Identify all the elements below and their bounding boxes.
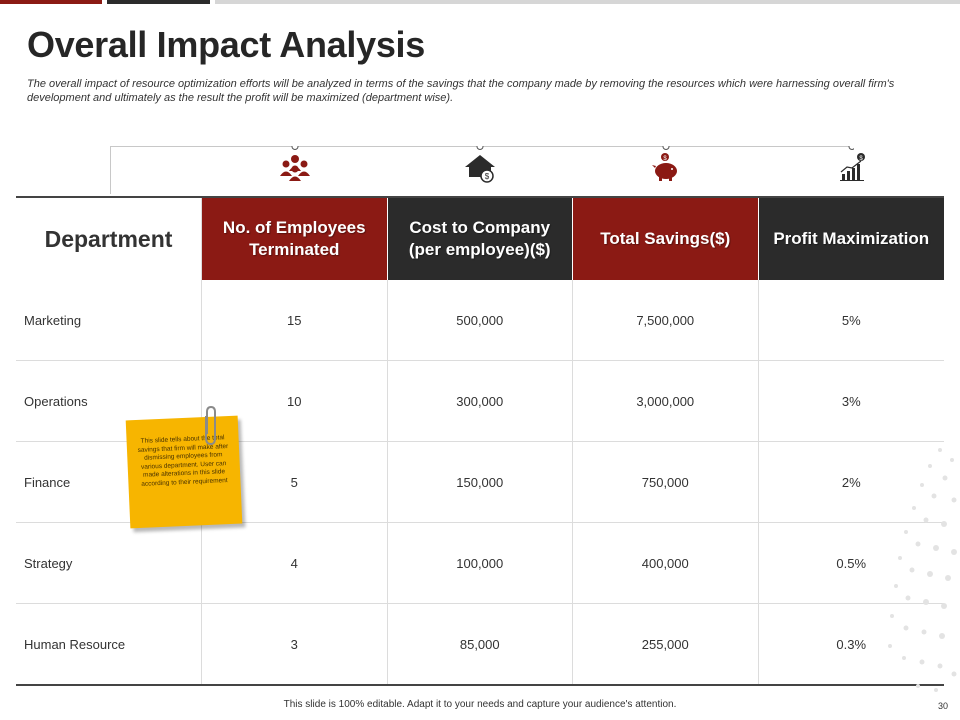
cell-profit: 2% (841, 474, 861, 490)
cell-cost: 500,000 (388, 280, 573, 360)
cell-savings: 3,000,000 (573, 361, 759, 441)
page-number: 30 (937, 701, 948, 711)
people-icon (277, 152, 313, 184)
growth-chart-icon: $ (834, 152, 870, 184)
table-row: Finance 5 150,000 750,000 2% (16, 442, 944, 523)
table-header-row: Department No. of Employees Terminated C… (16, 198, 944, 280)
top-bar-gray (215, 0, 960, 4)
paperclip-icon (205, 405, 216, 446)
top-bar-red (0, 0, 102, 4)
house-dollar-icon: $ (462, 152, 498, 184)
cell-savings: 7,500,000 (573, 280, 759, 360)
cell-department: Strategy (16, 523, 202, 603)
cell-savings: 750,000 (573, 442, 759, 522)
header-department: Department (16, 198, 202, 280)
cell-profit: 0.3% (836, 636, 867, 652)
impact-table: Department No. of Employees Terminated C… (16, 196, 944, 686)
cell-department: Marketing (16, 280, 202, 360)
top-bar-dark (107, 0, 210, 4)
connector-lines (110, 146, 854, 194)
cell-cost: 100,000 (388, 523, 573, 603)
cell-profit: 0.5% (836, 555, 867, 571)
sticky-note: This slide tells about the total savings… (125, 415, 243, 529)
page-subtitle: The overall impact of resource optimizat… (27, 78, 895, 104)
cell-employees: 4 (202, 523, 388, 603)
cell-profit: 3% (841, 393, 861, 409)
cell-profit: 5% (841, 312, 861, 328)
cell-employees: 3 (202, 604, 388, 684)
header-cost-to-company: Cost to Company (per employee)($) (387, 198, 573, 280)
cell-department: Operations (16, 361, 202, 441)
table-row: Marketing 15 500,000 7,500,000 5% (16, 280, 944, 361)
svg-text:$: $ (663, 156, 667, 162)
svg-text:$: $ (859, 156, 863, 162)
table-row: Strategy 4 100,000 400,000 0.5% (16, 523, 944, 604)
table-row: Human Resource 3 85,000 255,000 0.3% (16, 604, 944, 684)
cell-employees: 10 (202, 361, 388, 441)
table-row: Operations 10 300,000 3,000,000 3% (16, 361, 944, 442)
header-employees-terminated: No. of Employees Terminated (202, 198, 388, 280)
cell-department: Human Resource (16, 604, 202, 684)
cell-savings: 400,000 (573, 523, 759, 603)
cell-employees: 15 (202, 280, 388, 360)
page-title: Overall Impact Analysis (27, 24, 425, 65)
header-total-savings: Total Savings($) (573, 198, 759, 280)
header-profit-maximization: Profit Maximization (758, 198, 944, 280)
cell-cost: 300,000 (388, 361, 573, 441)
cell-cost: 150,000 (388, 442, 573, 522)
svg-text:$: $ (485, 172, 490, 181)
cell-savings: 255,000 (573, 604, 759, 684)
cell-cost: 85,000 (388, 604, 573, 684)
cell-employees: 5 (202, 442, 388, 522)
piggy-bank-icon: $ (648, 152, 684, 184)
decorative-dots (888, 448, 957, 692)
footer-note: This slide is 100% editable. Adapt it to… (283, 699, 677, 710)
